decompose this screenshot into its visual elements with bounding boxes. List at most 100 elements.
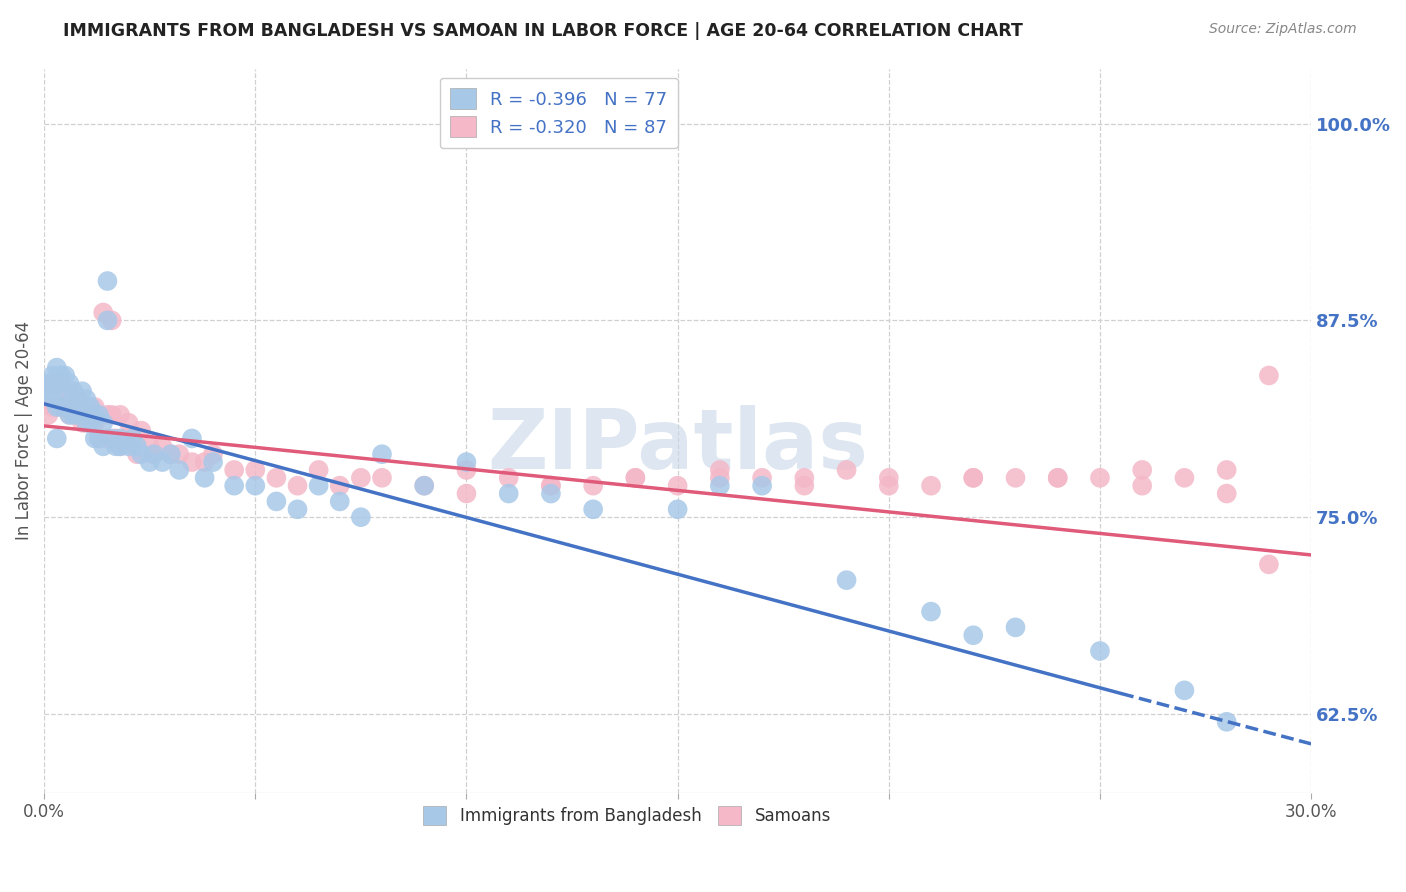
Point xyxy=(83,416,105,430)
Point xyxy=(150,439,173,453)
Point xyxy=(66,392,89,406)
Point xyxy=(456,486,478,500)
Point xyxy=(877,478,900,492)
Point xyxy=(53,400,76,414)
Point xyxy=(1088,644,1111,658)
Point xyxy=(350,471,373,485)
Point xyxy=(1046,471,1069,485)
Point xyxy=(79,416,101,430)
Point xyxy=(582,478,605,492)
Point xyxy=(58,384,80,399)
Point xyxy=(66,392,89,406)
Point xyxy=(159,447,181,461)
Point xyxy=(138,455,160,469)
Point xyxy=(709,471,731,485)
Point xyxy=(53,384,76,399)
Point xyxy=(138,439,160,453)
Point xyxy=(70,400,93,414)
Point xyxy=(100,313,122,327)
Point xyxy=(87,432,110,446)
Point xyxy=(1130,463,1153,477)
Point xyxy=(498,471,520,485)
Point xyxy=(125,439,148,453)
Point xyxy=(49,376,72,391)
Point xyxy=(62,392,84,406)
Point xyxy=(835,573,858,587)
Point xyxy=(1215,486,1237,500)
Point xyxy=(308,463,330,477)
Point xyxy=(224,478,246,492)
Point xyxy=(751,478,773,492)
Point xyxy=(962,628,984,642)
Point xyxy=(58,400,80,414)
Point xyxy=(91,416,114,430)
Point xyxy=(202,455,225,469)
Point xyxy=(49,376,72,391)
Point xyxy=(371,471,394,485)
Point xyxy=(117,439,139,453)
Text: IMMIGRANTS FROM BANGLADESH VS SAMOAN IN LABOR FORCE | AGE 20-64 CORRELATION CHAR: IMMIGRANTS FROM BANGLADESH VS SAMOAN IN … xyxy=(63,22,1024,40)
Point xyxy=(920,605,942,619)
Point xyxy=(37,408,59,422)
Point xyxy=(877,471,900,485)
Point xyxy=(751,471,773,485)
Point xyxy=(75,400,97,414)
Point xyxy=(49,392,72,406)
Point xyxy=(41,376,63,391)
Point xyxy=(1004,620,1026,634)
Point xyxy=(75,392,97,406)
Point xyxy=(962,471,984,485)
Point xyxy=(582,502,605,516)
Point xyxy=(37,384,59,399)
Point xyxy=(79,416,101,430)
Point xyxy=(413,478,436,492)
Point xyxy=(540,486,562,500)
Point xyxy=(150,455,173,469)
Point xyxy=(245,463,267,477)
Point xyxy=(308,478,330,492)
Point xyxy=(87,408,110,422)
Point xyxy=(1257,368,1279,383)
Point xyxy=(117,416,139,430)
Point xyxy=(121,432,143,446)
Point xyxy=(371,447,394,461)
Point xyxy=(41,392,63,406)
Point xyxy=(266,494,288,508)
Point xyxy=(79,400,101,414)
Point xyxy=(350,510,373,524)
Point xyxy=(100,408,122,422)
Point xyxy=(1046,471,1069,485)
Point xyxy=(121,432,143,446)
Point xyxy=(540,478,562,492)
Point xyxy=(287,502,309,516)
Point xyxy=(167,447,190,461)
Point xyxy=(287,478,309,492)
Point xyxy=(456,463,478,477)
Point xyxy=(245,478,267,492)
Point xyxy=(87,432,110,446)
Point xyxy=(41,368,63,383)
Point xyxy=(181,455,204,469)
Text: ZIPatlas: ZIPatlas xyxy=(486,405,868,485)
Point xyxy=(70,384,93,399)
Point xyxy=(1215,463,1237,477)
Point xyxy=(100,432,122,446)
Point xyxy=(456,455,478,469)
Point xyxy=(125,447,148,461)
Point xyxy=(1173,471,1195,485)
Point xyxy=(1130,478,1153,492)
Point xyxy=(41,376,63,391)
Point xyxy=(58,408,80,422)
Point xyxy=(53,384,76,399)
Point xyxy=(498,486,520,500)
Point xyxy=(266,471,288,485)
Point xyxy=(96,313,118,327)
Point xyxy=(194,471,217,485)
Point xyxy=(37,376,59,391)
Point xyxy=(1088,471,1111,485)
Point xyxy=(202,447,225,461)
Point xyxy=(167,463,190,477)
Point xyxy=(709,478,731,492)
Point xyxy=(709,463,731,477)
Point xyxy=(962,471,984,485)
